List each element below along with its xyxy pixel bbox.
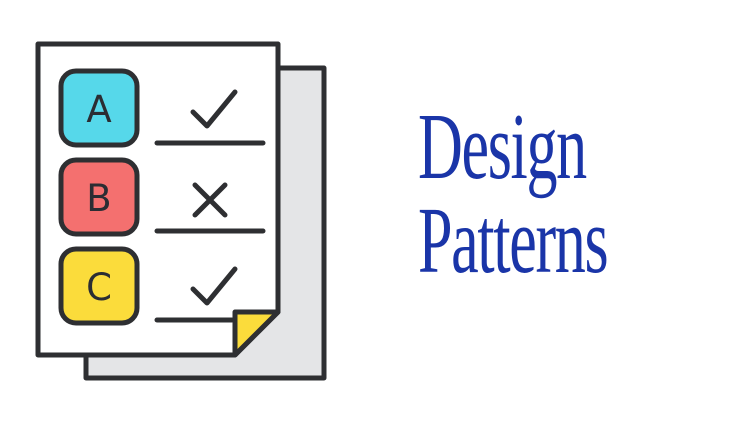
page-title: Design Patterns [418, 100, 629, 288]
corner-fold [232, 309, 281, 358]
quiz-sheet-illustration: A B C [35, 41, 327, 381]
check-icon [190, 266, 238, 306]
option-a: A [58, 68, 266, 148]
option-a-letter: A [86, 88, 111, 131]
title-line-patterns: Patterns [418, 189, 609, 293]
cross-icon [192, 182, 228, 218]
option-b-letter: B [86, 177, 111, 220]
title-line-design: Design [418, 95, 587, 199]
option-c-badge [58, 246, 140, 326]
option-b: B [58, 157, 266, 237]
check-icon [190, 89, 238, 129]
option-c-letter: C [86, 266, 112, 309]
option-c: C [58, 246, 238, 326]
option-b-badge [58, 157, 140, 237]
option-a-badge [58, 68, 140, 148]
